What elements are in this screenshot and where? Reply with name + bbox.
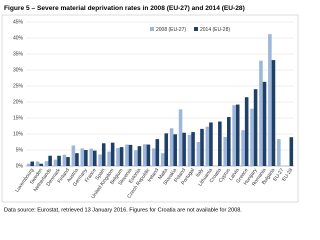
bar bbox=[110, 142, 115, 166]
legend-label: 2014 (EU-28) bbox=[200, 27, 230, 33]
y-tick-label: 35% bbox=[13, 51, 24, 57]
y-tick-label: 25% bbox=[13, 83, 24, 89]
bar bbox=[196, 142, 201, 166]
bar bbox=[244, 97, 249, 166]
bar bbox=[35, 161, 40, 166]
bar bbox=[253, 89, 258, 166]
bar bbox=[44, 161, 49, 166]
source-note: Data source: Eurostat, retrieved 13 Janu… bbox=[4, 207, 242, 213]
bar bbox=[209, 122, 213, 166]
bar bbox=[178, 109, 183, 166]
bar bbox=[262, 81, 267, 166]
y-tick-label: 5% bbox=[16, 147, 24, 153]
bar bbox=[137, 146, 142, 166]
bar bbox=[169, 128, 174, 166]
bar bbox=[80, 148, 85, 166]
bar bbox=[191, 132, 195, 166]
legend-label: 2008 (EU-27) bbox=[156, 27, 186, 33]
bar bbox=[98, 154, 102, 166]
bar bbox=[160, 153, 165, 166]
bar bbox=[200, 128, 204, 166]
legend-swatch bbox=[194, 27, 198, 31]
chart-title: Figure 5 – Severe material deprivation r… bbox=[4, 5, 245, 12]
bar bbox=[53, 159, 58, 166]
chart-frame bbox=[1, 14, 299, 203]
legend-swatch bbox=[150, 27, 154, 31]
bar bbox=[164, 133, 169, 166]
bar bbox=[146, 144, 151, 166]
bar bbox=[151, 148, 156, 166]
bar bbox=[205, 126, 210, 166]
bar bbox=[235, 104, 240, 166]
bar bbox=[93, 150, 97, 166]
bar bbox=[26, 163, 31, 166]
bar bbox=[116, 148, 120, 166]
bar bbox=[84, 150, 88, 166]
bar bbox=[30, 161, 35, 166]
bar bbox=[241, 130, 245, 166]
bar bbox=[187, 134, 192, 166]
bar bbox=[143, 144, 147, 166]
bar bbox=[232, 105, 236, 166]
y-tick-label: 30% bbox=[13, 67, 24, 73]
y-tick-label: 45% bbox=[13, 19, 24, 25]
bar bbox=[227, 117, 231, 166]
bar bbox=[259, 60, 263, 166]
bar bbox=[277, 139, 281, 166]
y-tick-label: 40% bbox=[13, 35, 24, 41]
bar bbox=[218, 121, 222, 166]
y-tick-label: 15% bbox=[13, 115, 24, 121]
bar bbox=[75, 153, 79, 166]
bar bbox=[182, 132, 186, 166]
bar bbox=[271, 60, 276, 166]
y-tick-label: 0% bbox=[16, 163, 24, 169]
bar bbox=[119, 147, 124, 166]
bar bbox=[57, 155, 61, 166]
bar bbox=[250, 108, 254, 166]
x-tick-label: Italy bbox=[195, 167, 205, 178]
bar bbox=[134, 150, 138, 166]
y-tick-label: 10% bbox=[13, 131, 24, 137]
bar bbox=[89, 148, 93, 166]
chart: Figure 5 – Severe material deprivation r… bbox=[1, 5, 299, 213]
bar bbox=[39, 163, 43, 166]
bar bbox=[62, 154, 67, 166]
y-tick-label: 20% bbox=[13, 99, 24, 105]
bar bbox=[125, 144, 129, 166]
bar bbox=[155, 139, 160, 166]
bar bbox=[128, 144, 133, 166]
bar bbox=[107, 151, 111, 166]
bar bbox=[173, 134, 177, 166]
bar bbox=[289, 137, 294, 166]
bar bbox=[71, 145, 76, 166]
bar bbox=[268, 34, 272, 166]
bar bbox=[48, 155, 52, 166]
bar bbox=[66, 157, 70, 166]
bar bbox=[101, 143, 106, 166]
bar bbox=[223, 136, 227, 166]
